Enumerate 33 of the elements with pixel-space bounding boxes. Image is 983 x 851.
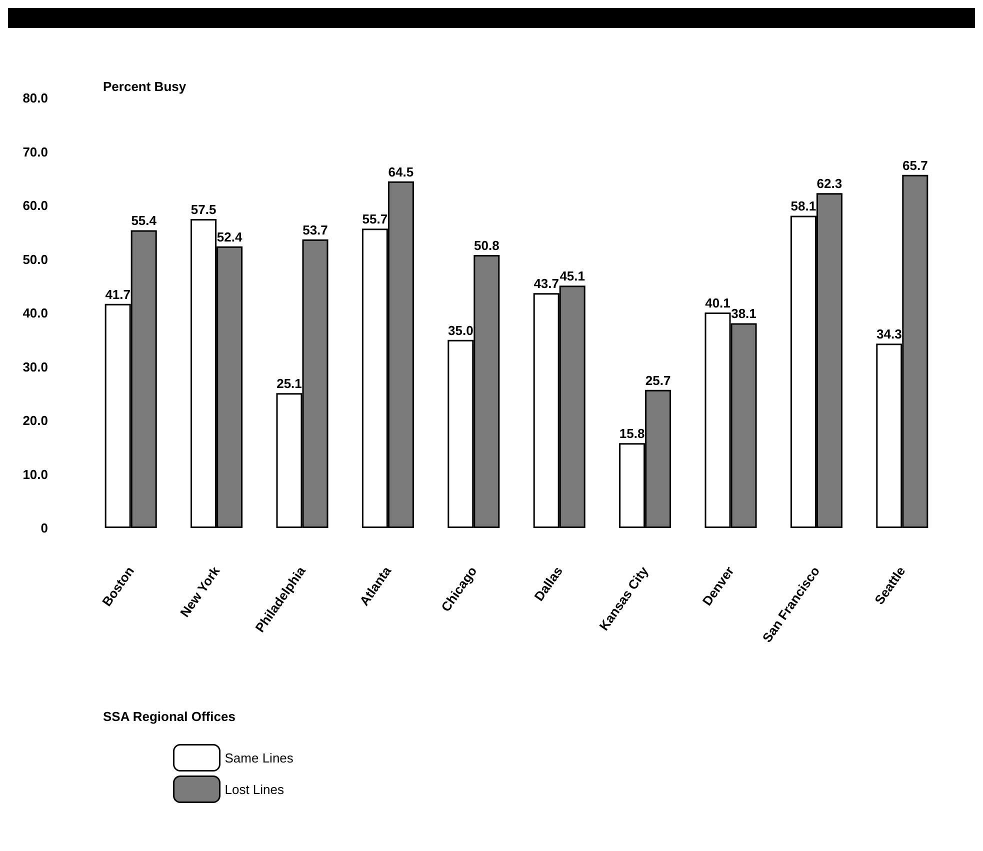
data-label: 52.4 — [216, 229, 243, 244]
data-label: 25.1 — [276, 376, 302, 392]
y-tick-label: 60.0 — [22, 198, 48, 213]
y-tick-label: 20.0 — [22, 413, 48, 428]
data-label: 41.7 — [105, 286, 131, 302]
data-label: 55.7 — [362, 212, 388, 227]
legend-label: Same Lines — [224, 750, 294, 766]
data-label: 62.3 — [816, 176, 842, 192]
y-axis-title: Percent Busy — [103, 79, 187, 94]
y-tick-label: 10.0 — [22, 466, 48, 482]
y-tick-label: 0 — [40, 520, 48, 536]
y-tick-label: 40.0 — [22, 306, 48, 320]
legend-label: Lost Lines — [224, 782, 285, 797]
data-label: 34.3 — [876, 326, 902, 342]
data-label: 65.7 — [902, 158, 928, 173]
y-tick-label: 80.0 — [22, 90, 48, 106]
data-label: 40.1 — [705, 295, 730, 310]
y-tick-label: 30.0 — [22, 359, 48, 374]
data-label: 55.4 — [131, 213, 158, 228]
y-tick-label: 70.0 — [22, 144, 48, 160]
data-label: 25.7 — [645, 372, 671, 388]
y-tick-label: 50.0 — [22, 252, 48, 267]
data-label: 58.1 — [790, 198, 816, 214]
data-label: 50.8 — [474, 238, 500, 253]
data-label: 53.7 — [302, 222, 328, 238]
data-label: 45.1 — [560, 268, 586, 284]
data-label: 35.0 — [448, 322, 474, 338]
x-axis-title: SSA Regional Offices — [103, 709, 236, 724]
data-label: 57.5 — [190, 202, 216, 217]
data-label: 38.1 — [731, 306, 756, 322]
data-label: 64.5 — [388, 164, 414, 180]
data-label: 43.7 — [534, 276, 560, 292]
data-label: 15.8 — [619, 426, 645, 442]
